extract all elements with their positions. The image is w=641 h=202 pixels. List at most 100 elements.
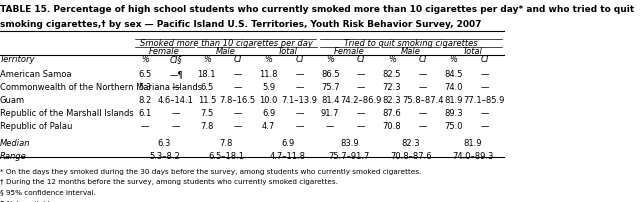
Text: 6.5: 6.5 [200, 83, 213, 92]
Text: 18.1: 18.1 [197, 70, 216, 79]
Text: 72.3: 72.3 [383, 83, 401, 92]
Text: —: — [357, 122, 365, 131]
Text: 6.9: 6.9 [262, 109, 275, 118]
Text: CI: CI [295, 55, 304, 64]
Text: Guam: Guam [0, 96, 25, 105]
Text: Female: Female [149, 47, 179, 56]
Text: 6.9: 6.9 [281, 138, 294, 147]
Text: —: — [419, 70, 427, 79]
Text: 70.8: 70.8 [383, 122, 401, 131]
Text: —: — [480, 109, 488, 118]
Text: 70.8–87.6: 70.8–87.6 [390, 151, 432, 160]
Text: TABLE 15. Percentage of high school students who currently smoked more than 10 c: TABLE 15. Percentage of high school stud… [0, 5, 634, 14]
Text: CI: CI [419, 55, 427, 64]
Text: Total: Total [278, 47, 297, 56]
Text: —: — [480, 83, 488, 92]
Text: —: — [233, 122, 242, 131]
Text: 4.7: 4.7 [262, 122, 275, 131]
Text: 6.3: 6.3 [158, 138, 171, 147]
Text: %: % [449, 55, 458, 64]
Text: —: — [295, 122, 304, 131]
Text: 7.1–13.9: 7.1–13.9 [281, 96, 317, 105]
Text: CI: CI [357, 55, 365, 64]
Text: 5.9: 5.9 [262, 83, 275, 92]
Text: 82.3: 82.3 [402, 138, 420, 147]
Text: —: — [295, 83, 304, 92]
Text: Median: Median [0, 138, 31, 147]
Text: 7.8: 7.8 [219, 138, 233, 147]
Text: —: — [419, 109, 427, 118]
Text: 7.8: 7.8 [200, 122, 213, 131]
Text: 75.0: 75.0 [444, 122, 463, 131]
Text: %: % [141, 55, 149, 64]
Text: 11.8: 11.8 [259, 70, 278, 79]
Text: 82.5: 82.5 [383, 70, 401, 79]
Text: 83.9: 83.9 [340, 138, 358, 147]
Text: 74.0: 74.0 [444, 83, 463, 92]
Text: 5.3: 5.3 [138, 83, 152, 92]
Text: 4.6–14.1: 4.6–14.1 [158, 96, 194, 105]
Text: * On the days they smoked during the 30 days before the survey, among students w: * On the days they smoked during the 30 … [0, 168, 421, 175]
Text: Male: Male [216, 47, 236, 56]
Text: 81.9: 81.9 [444, 96, 463, 105]
Text: —¶: —¶ [169, 70, 183, 79]
Text: —: — [419, 122, 427, 131]
Text: 81.9: 81.9 [463, 138, 482, 147]
Text: † During the 12 months before the survey, among students who currently smoked ci: † During the 12 months before the survey… [0, 179, 338, 185]
Text: —: — [172, 122, 180, 131]
Text: American Samoa: American Samoa [0, 70, 72, 79]
Text: smoking cigarettes,† by sex — Pacific Island U.S. Territories, Youth Risk Behavi: smoking cigarettes,† by sex — Pacific Is… [0, 20, 481, 29]
Text: Range: Range [0, 151, 27, 160]
Text: —: — [357, 70, 365, 79]
Text: 6.5: 6.5 [138, 70, 152, 79]
Text: 84.5: 84.5 [444, 70, 463, 79]
Text: Commonwealth of the Northern Mariana Islands: Commonwealth of the Northern Mariana Isl… [0, 83, 202, 92]
Text: 7.5: 7.5 [200, 109, 213, 118]
Text: Tried to quit smoking cigarettes: Tried to quit smoking cigarettes [344, 39, 478, 48]
Text: —: — [295, 70, 304, 79]
Text: 11.5: 11.5 [197, 96, 216, 105]
Text: 77.1–85.9: 77.1–85.9 [463, 96, 505, 105]
Text: 6.5–18.1: 6.5–18.1 [208, 151, 244, 160]
Text: Female: Female [334, 47, 365, 56]
Text: Republic of Palau: Republic of Palau [0, 122, 72, 131]
Text: %: % [326, 55, 334, 64]
Text: Total: Total [463, 47, 483, 56]
Text: 74.2–86.9: 74.2–86.9 [340, 96, 382, 105]
Text: 89.3: 89.3 [444, 109, 463, 118]
Text: 74.0–89.3: 74.0–89.3 [452, 151, 494, 160]
Text: —: — [419, 83, 427, 92]
Text: —: — [233, 83, 242, 92]
Text: 75.8–87.4: 75.8–87.4 [402, 96, 444, 105]
Text: Smoked more than 10 cigarettes per day: Smoked more than 10 cigarettes per day [140, 39, 312, 48]
Text: ¶ Not available.: ¶ Not available. [0, 199, 56, 202]
Text: § 95% confidence interval.: § 95% confidence interval. [0, 189, 96, 195]
Text: CI§: CI§ [170, 55, 182, 64]
Text: 91.7: 91.7 [321, 109, 340, 118]
Text: 87.6: 87.6 [383, 109, 401, 118]
Text: CI: CI [233, 55, 242, 64]
Text: 4.7–11.8: 4.7–11.8 [270, 151, 306, 160]
Text: Territory: Territory [0, 55, 35, 64]
Text: 10.0: 10.0 [260, 96, 278, 105]
Text: —: — [357, 109, 365, 118]
Text: %: % [265, 55, 272, 64]
Text: %: % [388, 55, 396, 64]
Text: —: — [326, 122, 335, 131]
Text: 82.3: 82.3 [383, 96, 401, 105]
Text: 81.4: 81.4 [321, 96, 340, 105]
Text: —: — [233, 70, 242, 79]
Text: —: — [480, 70, 488, 79]
Text: 6.1: 6.1 [138, 109, 152, 118]
Text: —: — [141, 122, 149, 131]
Text: Republic of the Marshall Islands: Republic of the Marshall Islands [0, 109, 134, 118]
Text: —: — [295, 109, 304, 118]
Text: %: % [203, 55, 211, 64]
Text: 75.7: 75.7 [321, 83, 340, 92]
Text: Male: Male [401, 47, 421, 56]
Text: —: — [172, 83, 180, 92]
Text: 8.2: 8.2 [138, 96, 152, 105]
Text: 7.8–16.5: 7.8–16.5 [220, 96, 256, 105]
Text: 5.3–8.2: 5.3–8.2 [149, 151, 179, 160]
Text: —: — [172, 109, 180, 118]
